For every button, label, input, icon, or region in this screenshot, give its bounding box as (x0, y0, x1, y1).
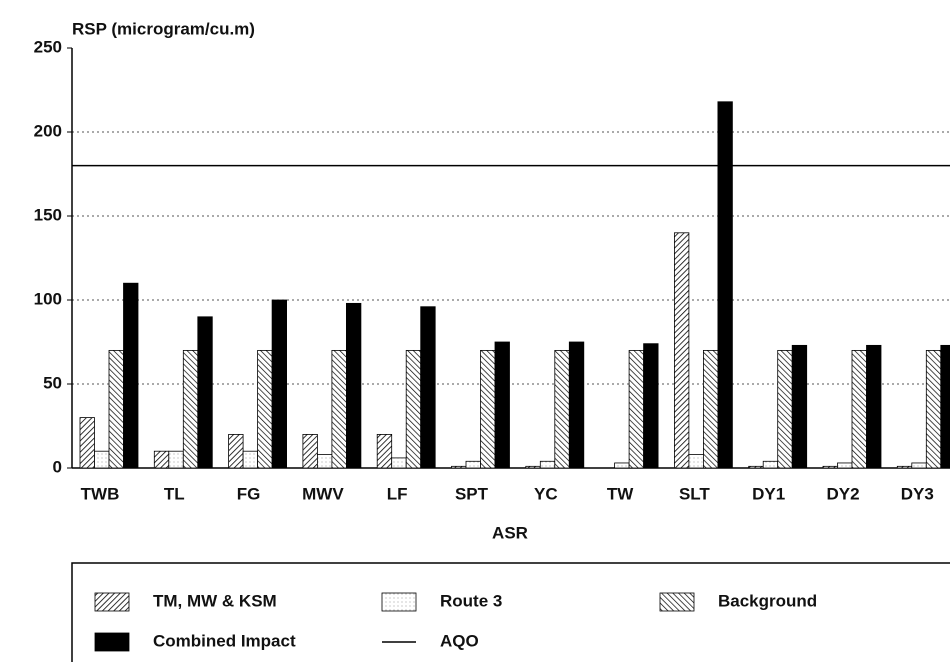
x-tick-label: DY3 (901, 484, 934, 503)
bar (940, 344, 950, 469)
bar (762, 460, 779, 469)
x-tick-label: DY2 (826, 484, 859, 503)
bar (911, 462, 927, 469)
bar (866, 344, 882, 469)
bar (837, 462, 853, 469)
bar (568, 341, 585, 469)
bar (480, 349, 496, 469)
legend-swatch (659, 592, 695, 612)
bar (777, 349, 793, 469)
y-tick-label: 150 (34, 205, 62, 224)
bar (316, 454, 333, 469)
y-tick-label: 250 (34, 37, 62, 56)
x-tick-label: SLT (679, 484, 710, 503)
x-tick-label: FG (237, 484, 261, 503)
bar (494, 341, 510, 469)
bar (123, 282, 139, 469)
legend-swatch (94, 632, 130, 652)
bar (688, 454, 704, 469)
bar (168, 450, 184, 469)
legend-label: Route 3 (440, 591, 502, 610)
x-tick-label: DY1 (752, 484, 785, 503)
legend-label: AQO (440, 631, 479, 650)
bar (851, 349, 867, 469)
x-tick-label: TL (164, 484, 185, 503)
bar (228, 433, 244, 469)
bar (345, 302, 362, 469)
x-tick-label: LF (387, 484, 408, 503)
bar (791, 344, 808, 469)
bar (391, 457, 407, 469)
x-tick-label: MWV (302, 484, 344, 503)
bar (420, 306, 436, 469)
x-tick-label: SPT (455, 484, 489, 503)
bar (628, 349, 644, 469)
legend-swatch (94, 592, 130, 612)
bar (79, 417, 95, 469)
bar (925, 349, 942, 469)
bar (614, 462, 630, 469)
bar (182, 349, 199, 469)
bar (643, 343, 659, 469)
x-tick-label: TWB (81, 484, 120, 503)
bar (242, 450, 259, 469)
x-tick-label: TW (607, 484, 634, 503)
y-tick-label: 0 (53, 457, 62, 476)
x-tick-label: YC (534, 484, 558, 503)
y-tick-label: 50 (43, 373, 62, 392)
bar (257, 349, 273, 469)
bar (376, 433, 393, 469)
bar (197, 316, 213, 469)
bar (331, 349, 347, 469)
legend-label: Combined Impact (153, 631, 296, 650)
x-axis-title: ASR (492, 523, 528, 542)
bar (822, 465, 838, 469)
bar (94, 450, 110, 469)
y-tick-label: 100 (34, 289, 62, 308)
bar (748, 465, 764, 469)
bar (703, 349, 719, 469)
legend-label: TM, MW & KSM (153, 591, 277, 610)
bar (525, 465, 541, 469)
bar (554, 349, 570, 469)
legend-label: Background (718, 591, 817, 610)
bar (465, 460, 481, 469)
legend-swatch (381, 592, 417, 612)
bar (405, 349, 422, 469)
bar (674, 232, 690, 469)
bar (717, 101, 733, 469)
y-tick-label: 200 (34, 121, 62, 140)
y-axis-title: RSP (microgram/cu.m) (72, 19, 255, 38)
bar (539, 460, 556, 469)
bar (896, 465, 913, 469)
bar (108, 349, 124, 469)
bar (451, 465, 467, 469)
bar (271, 299, 288, 469)
legend-box (71, 562, 950, 662)
bar (302, 433, 318, 469)
bar (153, 450, 170, 469)
